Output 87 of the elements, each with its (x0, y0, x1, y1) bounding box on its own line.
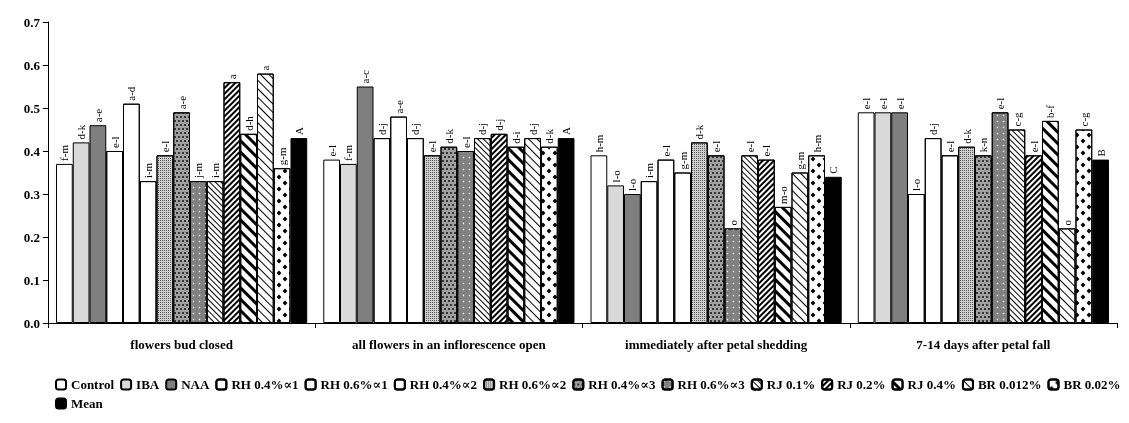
data-label: g-m (276, 147, 289, 166)
data-label: d-j (927, 122, 940, 136)
x-tick-label: 7-14 days after petal fall (916, 336, 1051, 352)
data-label: e-l (760, 144, 773, 157)
data-label: f-m (342, 144, 355, 161)
legend-label: RH 0.6%∝2 (499, 377, 567, 392)
y-tick-label: 0.2 (23, 229, 40, 245)
data-label: a-e (91, 108, 104, 123)
data-label: a-e (392, 100, 405, 114)
y-tick-label: 0.3 (23, 186, 41, 202)
data-label: h-m (592, 134, 605, 153)
data-label: C (827, 166, 840, 174)
data-label: g-m (793, 151, 806, 170)
legend-label: NAA (181, 377, 210, 392)
data-label: e-l (710, 140, 723, 153)
data-label: c-g (1010, 111, 1023, 127)
x-tick-label: all flowers in an inflorescence open (352, 336, 547, 352)
data-label: m-o (777, 185, 790, 204)
data-label: o (1061, 219, 1074, 226)
data-label: d-k (693, 124, 706, 140)
data-label: g-m (676, 151, 689, 170)
data-label: i-m (142, 162, 155, 179)
data-label: d-k (442, 128, 455, 144)
data-label: d-h (242, 115, 255, 131)
data-label: l-o (609, 169, 622, 183)
y-tick-label: 0.7 (23, 14, 41, 30)
y-tick-label: 0.0 (23, 315, 40, 331)
data-label: e-l (426, 140, 439, 153)
data-label: e-l (876, 97, 889, 110)
legend-label: RJ 0.1% (766, 377, 816, 392)
legend-label: RJ 0.2% (837, 377, 886, 392)
data-label: e-l (659, 144, 672, 157)
data-label: d-j (526, 122, 539, 136)
data-label: B (1094, 149, 1107, 157)
x-tick-label: flowers bud closed (130, 336, 234, 352)
y-tick-label: 0.5 (23, 100, 41, 116)
data-label: i-m (209, 162, 222, 179)
data-label: l-o (626, 178, 639, 191)
data-label: a-d (125, 86, 138, 101)
legend-label: BR 0.012% (977, 377, 1042, 392)
data-label: a-c (359, 69, 372, 84)
data-label: d-i (509, 131, 522, 144)
data-label: b-f (1044, 104, 1057, 118)
x-tick-label: immediately after petal shedding (625, 336, 808, 352)
legend-label: RH 0.6%∝1 (320, 377, 388, 392)
legend-label: Control (71, 377, 115, 392)
y-tick-label: 0.4 (23, 143, 41, 159)
data-label: d-j (409, 122, 422, 136)
data-label: e-l (108, 136, 121, 148)
y-tick-label: 0.6 (23, 57, 41, 73)
data-label: d-j (476, 122, 489, 136)
data-label: i-m (643, 162, 656, 179)
data-label: e-l (893, 97, 906, 110)
data-label: h-m (810, 134, 823, 153)
data-label: d-k (75, 124, 88, 140)
data-label: e-l (943, 140, 956, 153)
data-label: d-k (543, 128, 556, 144)
legend-label: RJ 0.4% (907, 377, 956, 392)
legend-label: RH 0.4%∝3 (588, 377, 657, 392)
data-label: d-j (375, 122, 388, 136)
data-label: a (259, 65, 272, 71)
data-label: d-k (960, 128, 973, 144)
data-label: e-l (860, 97, 873, 110)
data-label: l-o (910, 178, 923, 191)
data-label: e-l (325, 144, 338, 157)
data-label: d-j (493, 118, 506, 131)
legend-label: RH 0.4%∝1 (231, 377, 299, 392)
data-label: j-m (192, 162, 205, 180)
legend-label: BR 0.02% (1063, 377, 1121, 392)
data-label: e-l (158, 140, 171, 153)
data-label: e-l (1027, 140, 1040, 153)
data-label: e-l (743, 140, 756, 153)
data-label: a-e (175, 95, 188, 110)
data-label: A (292, 127, 305, 136)
legend-label: Mean (71, 396, 104, 411)
legend-label: RH 0.6%∝3 (677, 377, 746, 392)
data-label: o (726, 219, 739, 226)
data-label: A (560, 127, 573, 136)
legend-label: IBA (136, 377, 160, 392)
data-label: c-g (1077, 111, 1090, 127)
y-tick-label: 0.1 (23, 272, 40, 288)
data-label: e-l (994, 97, 1007, 110)
legend-label: RH 0.4%∝2 (409, 377, 478, 392)
data-label: f-m (58, 144, 71, 161)
data-label: e-l (459, 136, 472, 148)
data-label: a (225, 74, 238, 80)
data-label: k-n (977, 137, 990, 153)
